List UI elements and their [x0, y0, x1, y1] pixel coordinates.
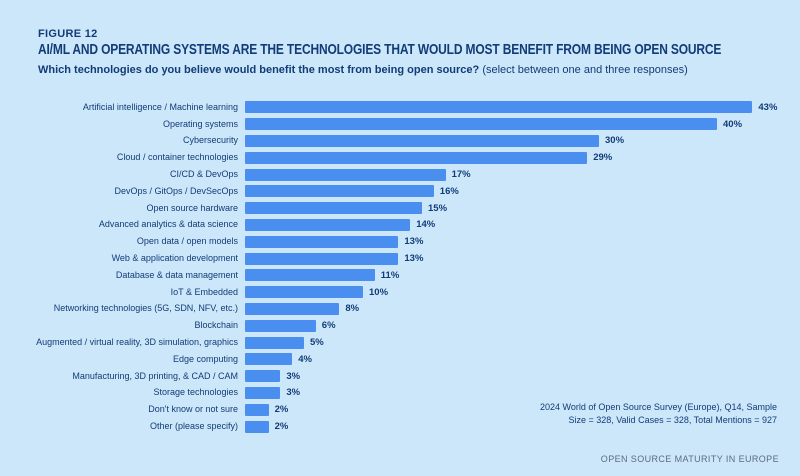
- value-label: 6%: [321, 320, 336, 332]
- category-label: Cloud / container technologies: [116, 152, 238, 163]
- chart-row: Advanced analytics & data science 14%: [0, 217, 800, 234]
- chart-subtitle: Which technologies do you believe would …: [38, 64, 688, 76]
- source-note-line2: Size = 328, Valid Cases = 328, Total Men…: [568, 415, 777, 425]
- category-label: Web & application development: [111, 253, 238, 264]
- chart-row: Augmented / virtual reality, 3D simulati…: [0, 334, 800, 351]
- category-label: Augmented / virtual reality, 3D simulati…: [36, 337, 238, 348]
- bar: [245, 185, 434, 198]
- category-label: Blockchain: [194, 320, 238, 331]
- survey-question-note: (select between one and three responses): [479, 64, 688, 76]
- value-label: 11%: [380, 269, 400, 281]
- category-label: Database & data management: [115, 269, 238, 280]
- value-label: 13%: [404, 236, 424, 248]
- value-label: 43%: [758, 101, 778, 113]
- value-label: 10%: [369, 286, 389, 298]
- chart-row: Storage technologies 3%: [0, 385, 800, 402]
- chart-row: DevOps / GitOps / DevSecOps 16%: [0, 183, 800, 200]
- bar: [245, 202, 422, 215]
- category-label: Other (please specify): [149, 421, 238, 432]
- value-label: 16%: [439, 185, 459, 197]
- chart-row: Edge computing 4%: [0, 351, 800, 368]
- category-label: Operating systems: [162, 118, 238, 129]
- value-label: 30%: [605, 135, 625, 147]
- report-footer: OPEN SOURCE MATURITY IN EUROPE: [600, 454, 779, 464]
- chart-row: Database & data management 11%: [0, 267, 800, 284]
- bar: [245, 336, 304, 349]
- chart-row: Networking technologies (5G, SDN, NFV, e…: [0, 301, 800, 318]
- bar-chart: Artificial intelligence / Machine learni…: [0, 99, 800, 435]
- value-label: 3%: [286, 370, 301, 382]
- category-label: Networking technologies (5G, SDN, NFV, e…: [53, 303, 238, 314]
- source-note-line1: 2024 World of Open Source Survey (Europe…: [540, 402, 777, 412]
- survey-question: Which technologies do you believe would …: [38, 64, 480, 76]
- value-label: 8%: [345, 303, 360, 315]
- source-note: 2024 World of Open Source Survey (Europe…: [540, 401, 777, 427]
- value-label: 40%: [723, 118, 743, 130]
- bar: [245, 319, 316, 332]
- chart-row: CI/CD & DevOps 17%: [0, 166, 800, 183]
- category-label: IoT & Embedded: [170, 286, 238, 297]
- value-label: 14%: [416, 219, 436, 231]
- chart-row: Web & application development 13%: [0, 250, 800, 267]
- bar: [245, 370, 281, 383]
- chart-row: Manufacturing, 3D printing, & CAD / CAM 3…: [0, 368, 800, 385]
- chart-row: Cybersecurity 30%: [0, 133, 800, 150]
- chart-row: Other (please specify) 2%: [0, 418, 800, 435]
- bar: [245, 353, 293, 366]
- value-label: 2%: [274, 421, 289, 433]
- bar: [245, 286, 363, 299]
- category-label: DevOps / GitOps / DevSecOps: [114, 185, 238, 196]
- category-label: Edge computing: [172, 353, 238, 364]
- category-label: Manufacturing, 3D printing, & CAD / CAM: [72, 370, 238, 381]
- bar: [245, 235, 399, 248]
- chart-row: Don't know or not sure 2%: [0, 401, 800, 418]
- bar: [245, 420, 269, 433]
- bar: [245, 101, 753, 114]
- chart-row: Cloud / container technologies 29%: [0, 149, 800, 166]
- bar: [245, 168, 446, 181]
- value-label: 15%: [428, 202, 448, 214]
- category-label: Artificial intelligence / Machine learni…: [82, 101, 238, 112]
- category-label: Don't know or not sure: [148, 404, 238, 415]
- chart-row: Open source hardware 15%: [0, 200, 800, 217]
- category-label: Storage technologies: [153, 387, 238, 398]
- value-label: 29%: [593, 152, 613, 164]
- value-label: 3%: [286, 387, 301, 399]
- value-label: 2%: [274, 404, 289, 416]
- category-label: Open data / open models: [136, 236, 238, 247]
- category-label: Cybersecurity: [182, 135, 238, 146]
- value-label: 17%: [451, 169, 471, 181]
- category-label: Advanced analytics & data science: [98, 219, 238, 230]
- value-label: 4%: [298, 353, 312, 365]
- bar: [245, 252, 399, 265]
- chart-row: Blockchain 6%: [0, 317, 800, 334]
- bar: [245, 118, 717, 131]
- bar: [245, 134, 599, 147]
- chart-row: Operating systems 40%: [0, 116, 800, 133]
- chart-title: AI/ML AND OPERATING SYSTEMS ARE THE TECH…: [38, 41, 722, 58]
- bar: [245, 218, 411, 231]
- category-label: CI/CD & DevOps: [169, 169, 238, 180]
- chart-row: IoT & Embedded 10%: [0, 284, 800, 301]
- category-label: Open source hardware: [146, 202, 238, 213]
- chart-row: Artificial intelligence / Machine learni…: [0, 99, 800, 116]
- value-label: 5%: [310, 337, 324, 349]
- bar: [245, 403, 269, 416]
- value-label: 13%: [404, 253, 424, 265]
- figure-label: FIGURE 12: [38, 28, 98, 40]
- bar: [245, 151, 588, 164]
- bar: [245, 302, 340, 315]
- chart-row: Open data / open models 13%: [0, 233, 800, 250]
- bar: [245, 269, 375, 282]
- bar: [245, 386, 281, 399]
